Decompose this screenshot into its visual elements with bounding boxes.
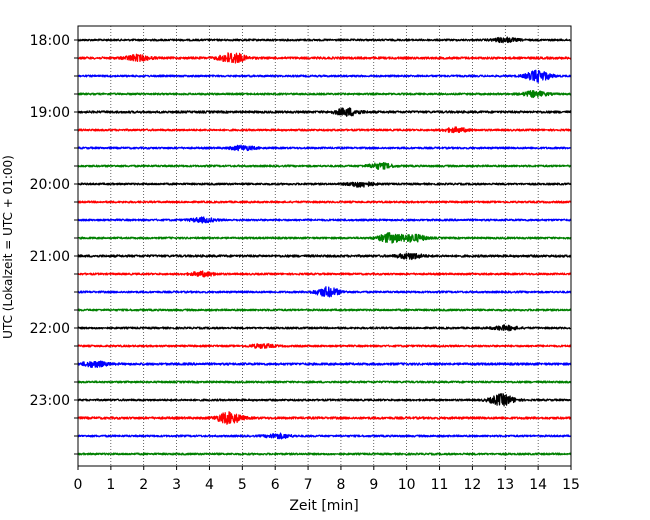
trace-1800 — [77, 36, 572, 44]
x-tick-label-5: 5 — [238, 477, 247, 493]
trace-2300 — [77, 393, 572, 407]
x-tick-label-6: 6 — [271, 477, 280, 493]
y-tick-label-4: 22:00 — [30, 321, 70, 337]
grid-lines — [110, 26, 539, 466]
x-axis-ticks: 0 1 2 3 4 5 6 7 8 9 10 11 12 13 14 15 — [74, 466, 580, 493]
x-tick-label-10: 10 — [398, 477, 416, 493]
trace-2145 — [77, 308, 572, 312]
x-tick-label-14: 14 — [529, 477, 547, 493]
x-tick-label-3: 3 — [172, 477, 181, 493]
trace-2115 — [77, 270, 572, 278]
trace-2100 — [77, 252, 572, 261]
x-tick-label-1: 1 — [106, 477, 115, 493]
x-tick-label-4: 4 — [205, 477, 214, 493]
x-tick-label-12: 12 — [463, 477, 481, 493]
x-tick-label-7: 7 — [304, 477, 313, 493]
x-tick-label-0: 0 — [74, 477, 83, 493]
x-tick-label-9: 9 — [369, 477, 378, 493]
x-tick-label-15: 15 — [562, 477, 580, 493]
trace-1900 — [77, 107, 572, 117]
x-tick-label-8: 8 — [336, 477, 345, 493]
trace-2130 — [77, 286, 572, 298]
y-axis-label: UTC (Lokalzeit = UTC + 01:00) — [1, 155, 15, 339]
trace-1930 — [77, 144, 572, 152]
trace-2045 — [77, 231, 572, 244]
trace-2230 — [77, 360, 572, 369]
trace-1815 — [77, 52, 572, 64]
trace-1830 — [77, 69, 572, 83]
seismic-traces — [77, 36, 572, 456]
x-tick-label-13: 13 — [496, 477, 514, 493]
y-axis-ticks: 18:00 19:00 20:00 21:00 22:00 23:00 — [30, 33, 78, 455]
trace-2030 — [77, 216, 572, 224]
x-tick-label-11: 11 — [431, 477, 449, 493]
y-tick-label-2: 20:00 — [30, 177, 70, 193]
plot-frame — [77, 25, 572, 467]
trace-2015 — [77, 200, 572, 204]
x-axis-label: Zeit [min] — [289, 498, 358, 514]
x-tick-label-2: 2 — [139, 477, 148, 493]
trace-2345 — [77, 452, 572, 456]
trace-2245 — [77, 380, 572, 384]
trace-2200 — [77, 324, 572, 332]
y-tick-label-0: 18:00 — [30, 33, 70, 49]
y-tick-label-3: 21:00 — [30, 249, 70, 265]
y-tick-label-1: 19:00 — [30, 105, 70, 121]
trace-1915 — [77, 126, 572, 134]
trace-2330 — [77, 432, 572, 440]
y-tick-label-5: 23:00 — [30, 393, 70, 409]
trace-2215 — [77, 343, 572, 350]
trace-2315 — [77, 411, 572, 425]
trace-2000 — [77, 181, 572, 188]
trace-1845 — [77, 90, 572, 99]
trace-1945 — [77, 162, 572, 170]
